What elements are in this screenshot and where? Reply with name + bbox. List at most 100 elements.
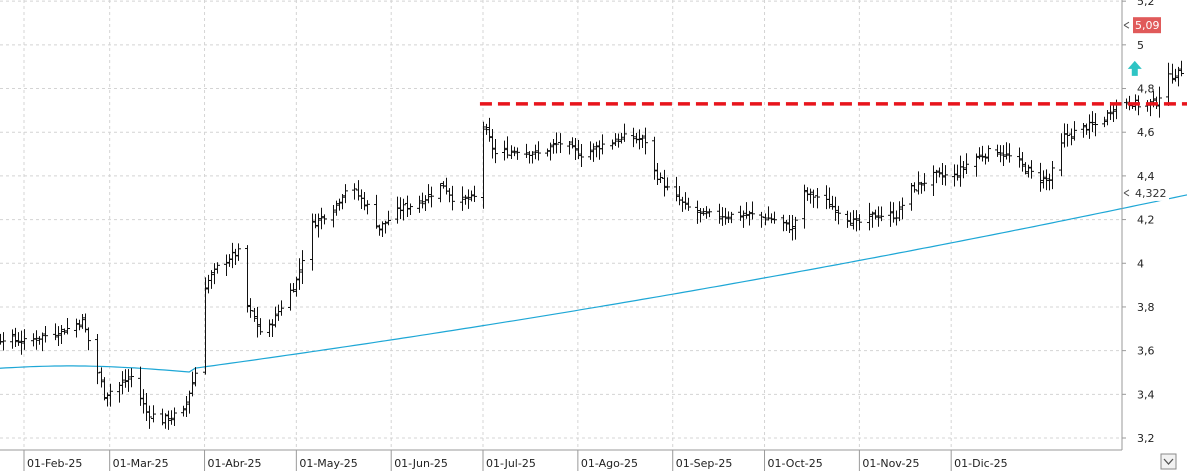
ohlc-bar [558,133,563,154]
ohlc-bar [1102,116,1107,128]
ohlc-bar [469,190,474,202]
ohlc-bar [738,205,743,221]
ohlc-bar [613,133,618,147]
x-tick-label: 01-Mar-25 [113,457,169,470]
ohlc-bar [998,145,1003,163]
ohlc-bar [77,319,82,331]
ohlc-bar [631,127,636,148]
ohlc-bar [698,207,703,223]
x-tick-label: 01-Ago-25 [581,457,638,470]
ohlc-bar [1,332,6,351]
x-tick-label: 01-May-25 [299,457,357,470]
ohlc-bar [1017,147,1022,168]
ohlc-bar [873,209,878,220]
ohlc-bar [252,308,257,322]
ohlc-bar [867,202,872,231]
y-tick-label: 3,4 [1137,388,1155,401]
ohlc-bar [383,220,388,234]
ohlc-bar [56,326,61,346]
ohlc-bar [99,367,104,388]
ohlc-bar [105,392,110,407]
ohlc-bar [460,186,465,211]
ohlc-bar [845,210,850,228]
ohlc-bar [961,161,966,179]
ohlc-bar [429,186,434,208]
ohlc-bar [236,243,241,261]
ohlc-bar [848,212,853,226]
ohlc-bar [995,144,1000,157]
ohlc-bar [258,318,263,335]
ohlc-bar [337,198,342,211]
y-tick-label: 4,2 [1137,214,1155,227]
ohlc-bar [1093,113,1098,137]
ohlc-bar [319,207,324,230]
ohlc-bar [1044,169,1049,191]
ohlc-bar [729,211,734,224]
ohlc-bar [316,213,321,238]
y-tick-label: 3,6 [1137,345,1155,358]
y-tick-label: 4,8 [1137,83,1155,96]
ohlc-bar [870,211,875,228]
ohlc-bar [1038,162,1043,192]
ohlc-bar [802,184,807,229]
ohlc-bar [248,298,253,318]
ohlc-bar [643,127,648,155]
ohlc-bar [172,407,177,426]
ohlc-bar [19,330,24,355]
ohlc-bar [622,123,627,142]
ohlc-bar [1157,86,1162,118]
ohlc-bar [129,368,134,388]
ohlc-bar [662,169,667,197]
ohlc-bar [704,206,709,219]
ohlc-bar [533,144,538,160]
ohlc-bar [163,413,168,429]
ohlc-bar [484,123,489,135]
ohlc-bar [811,189,816,208]
ohlc-bar [10,329,15,349]
ohlc-bar [686,197,691,211]
ohlc-bar [640,134,645,148]
ohlc-bar [408,203,413,216]
ohlc-bar [588,141,593,160]
ohlc-bar [897,201,902,222]
ohlc-bar [827,187,832,209]
scroll-corner-button[interactable] [1160,453,1177,470]
ohlc-bar [701,208,706,216]
ohlc-bar [955,164,960,181]
ohlc-bar [1179,60,1184,77]
ohlc-bar [1173,68,1178,82]
ohlc-bar [579,143,584,168]
moving-average-tag: 4,322 [1123,184,1169,201]
ohlc-bar [815,187,820,209]
ohlc-bar [790,214,795,241]
ohlc-bar [726,211,731,224]
ohlc-bar [181,405,186,417]
ohlc-bar [123,369,128,388]
ohlc-bar [919,181,924,194]
ohlc-bar [509,145,514,159]
ohlc-bar [769,213,774,224]
ohlc-bar [16,332,21,346]
ohlc-bar [665,177,670,191]
ohlc-bar [1090,111,1095,133]
x-tick-label: 01-Jul-25 [486,457,536,470]
ohlc-bar [1065,123,1070,147]
ohlc-bar [227,254,232,267]
y-tick-label: 4,6 [1137,126,1155,139]
ohlc-bar [297,258,302,290]
ohlc-bar [674,176,679,202]
ohlc-bar [193,367,198,387]
ohlc-bar [637,129,642,150]
ohlc-bar [974,153,979,177]
ohlc-bar [888,201,893,227]
ohlc-bar [573,137,578,160]
x-tick-label: 01-Feb-25 [27,457,82,470]
ohlc-bar [190,371,195,397]
ohlc-bar [450,185,455,211]
x-tick-label: 01-Abr-25 [208,457,262,470]
ohlc-bar [808,188,813,204]
ohlc-bar [502,140,507,161]
ohlc-bar [741,210,746,228]
